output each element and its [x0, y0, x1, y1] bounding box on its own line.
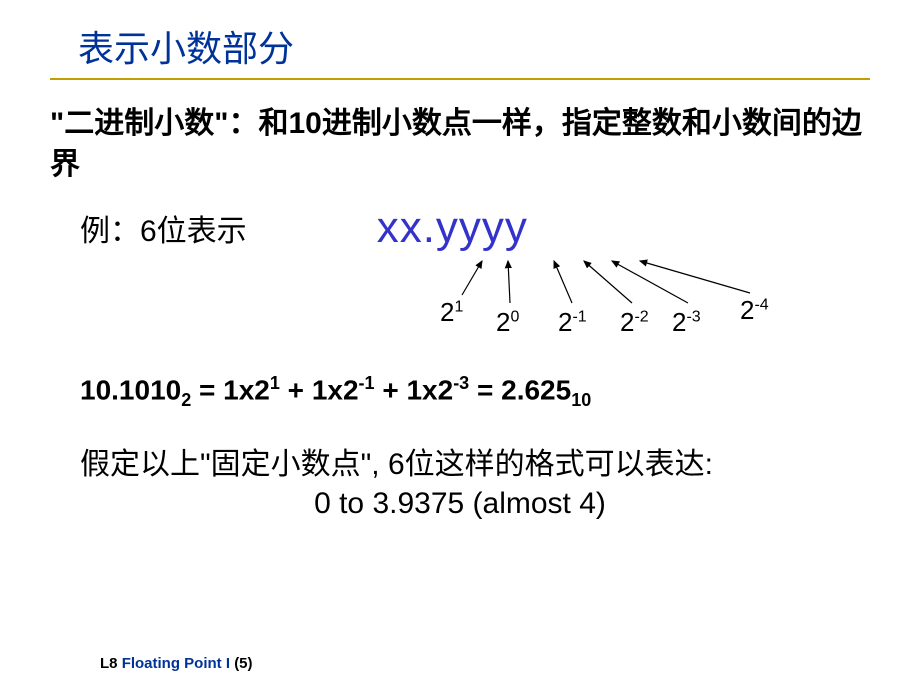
arrow-0 [462, 261, 482, 295]
power-label-5: 2-4 [740, 295, 769, 326]
arrow-1 [508, 261, 510, 303]
power-label-1: 20 [496, 307, 519, 338]
example-label: 例：6位表示 [80, 206, 247, 250]
power-label-3: 2-2 [620, 307, 649, 338]
bit-pattern: xx.yyyy [377, 203, 528, 253]
slide-title: 表示小数部分 [50, 20, 870, 80]
footer-suffix: (5) [234, 655, 252, 672]
power-label-0: 21 [440, 297, 463, 328]
footer-prefix: L8 [100, 655, 122, 672]
eq-lhs-val: 10.1010 [80, 374, 181, 405]
power-diagram: 21202-12-22-32-4 [410, 255, 870, 325]
example-row: 例：6位表示 xx.yyyy [50, 203, 870, 253]
eq-rhs-sub: 10 [571, 390, 591, 410]
eq-t3-coef: 1x2 [406, 374, 453, 405]
eq-rhs-val: 2.625 [501, 374, 571, 405]
range-text: 0 to 3.9375 (almost 4) [50, 487, 870, 521]
eq-t1-coef: 1x2 [223, 374, 270, 405]
eq-t2-exp: -1 [359, 373, 375, 393]
equation: 10.10102 = 1x21 + 1x2-1 + 1x2-3 = 2.6251… [50, 373, 870, 411]
power-label-4: 2-3 [672, 307, 701, 338]
eq-t3-exp: -3 [453, 373, 469, 393]
arrow-4 [612, 261, 688, 303]
intro-text: "二进制小数"：和10进制小数点一样，指定整数和小数间的边界 [50, 104, 870, 185]
slide-footer: L8 Floating Point I (5) [100, 655, 253, 672]
eq-t1-exp: 1 [270, 373, 280, 393]
arrow-5 [640, 261, 750, 293]
eq-lhs-sub: 2 [181, 390, 191, 410]
arrow-2 [554, 261, 572, 303]
footer-blue: Floating Point I [122, 655, 235, 672]
assume-text: 假定以上"固定小数点", 6位这样的格式可以表达: [50, 439, 870, 483]
arrow-3 [584, 261, 632, 303]
power-label-2: 2-1 [558, 307, 587, 338]
eq-t2-coef: 1x2 [312, 374, 359, 405]
